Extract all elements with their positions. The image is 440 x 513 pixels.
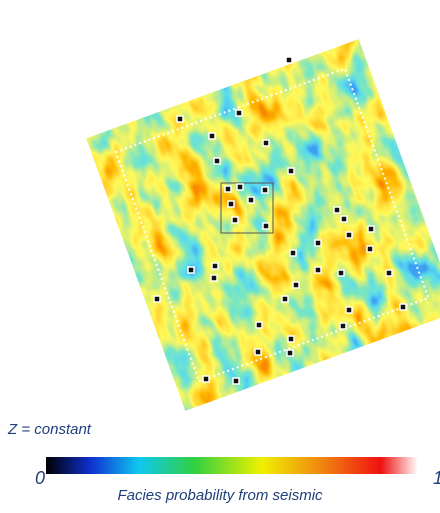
well — [209, 133, 215, 139]
well — [177, 116, 183, 122]
well — [225, 186, 231, 192]
well — [237, 184, 243, 190]
well — [346, 307, 352, 313]
well — [214, 158, 220, 164]
well — [334, 207, 340, 213]
well — [386, 270, 392, 276]
well — [286, 57, 292, 63]
well — [248, 197, 254, 203]
well — [368, 226, 374, 232]
colorbar-caption: Facies probability from seismic — [117, 487, 323, 504]
figure: Z = constant 0 1 Facies probability from… — [0, 0, 440, 508]
well — [212, 263, 218, 269]
well — [211, 275, 217, 281]
well — [315, 267, 321, 273]
well — [263, 140, 269, 146]
section-label: Z = constant — [7, 421, 92, 438]
well — [287, 350, 293, 356]
well — [340, 323, 346, 329]
colorbar-min-label: 0 — [35, 468, 45, 488]
well — [256, 322, 262, 328]
well — [367, 246, 373, 252]
colorbar-max-label: 1 — [433, 468, 440, 488]
well — [154, 296, 160, 302]
well — [233, 378, 239, 384]
well — [400, 304, 406, 310]
colorbar — [46, 457, 418, 474]
well — [203, 376, 209, 382]
well — [288, 336, 294, 342]
well — [188, 267, 194, 273]
well — [228, 201, 234, 207]
well — [282, 296, 288, 302]
well — [341, 216, 347, 222]
well — [346, 232, 352, 238]
well — [262, 187, 268, 193]
well — [315, 240, 321, 246]
page: Z = constant 0 1 Facies probability from… — [0, 0, 440, 508]
well — [338, 270, 344, 276]
well — [236, 110, 242, 116]
well — [288, 168, 294, 174]
well — [293, 282, 299, 288]
well — [232, 217, 238, 223]
well — [290, 250, 296, 256]
well — [263, 223, 269, 229]
well — [255, 349, 261, 355]
